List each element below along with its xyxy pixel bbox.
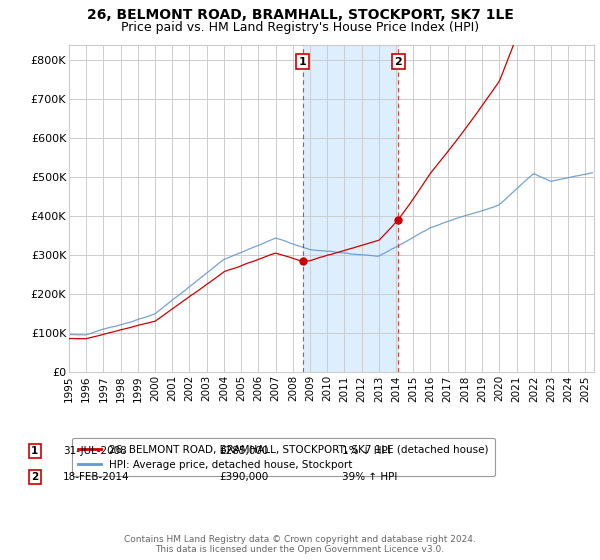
Text: 18-FEB-2014: 18-FEB-2014 <box>63 472 130 482</box>
Text: 1% ↓ HPI: 1% ↓ HPI <box>342 446 391 456</box>
Bar <box>303 45 398 372</box>
Text: Price paid vs. HM Land Registry's House Price Index (HPI): Price paid vs. HM Land Registry's House … <box>121 21 479 34</box>
Text: Contains HM Land Registry data © Crown copyright and database right 2024.
This d: Contains HM Land Registry data © Crown c… <box>124 535 476 554</box>
Text: £285,000: £285,000 <box>219 446 268 456</box>
Text: 39% ↑ HPI: 39% ↑ HPI <box>342 472 397 482</box>
Text: £390,000: £390,000 <box>219 472 268 482</box>
Legend: 26, BELMONT ROAD, BRAMHALL, STOCKPORT, SK7 1LE (detached house), HPI: Average pr: 26, BELMONT ROAD, BRAMHALL, STOCKPORT, S… <box>71 438 495 476</box>
Text: 1: 1 <box>299 57 307 67</box>
Text: 26, BELMONT ROAD, BRAMHALL, STOCKPORT, SK7 1LE: 26, BELMONT ROAD, BRAMHALL, STOCKPORT, S… <box>86 8 514 22</box>
Text: 2: 2 <box>31 472 38 482</box>
Text: 31-JUL-2008: 31-JUL-2008 <box>63 446 127 456</box>
Text: 1: 1 <box>31 446 38 456</box>
Text: 2: 2 <box>394 57 402 67</box>
